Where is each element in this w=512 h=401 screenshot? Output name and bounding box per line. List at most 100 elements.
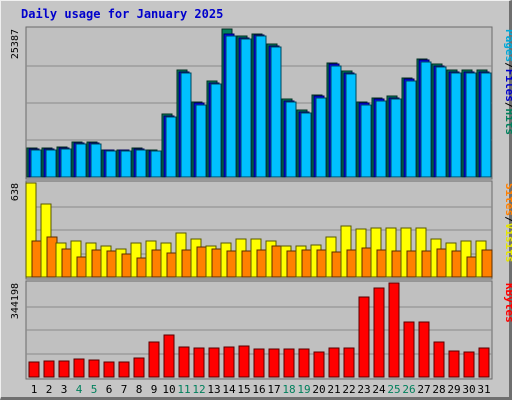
x-tick-label-25: 25	[387, 383, 400, 396]
x-tick-label-10: 10	[162, 383, 175, 396]
bar-pages-day-23	[360, 104, 372, 178]
bar-kbytes-day-5	[88, 359, 100, 378]
bar-pages-day-30	[465, 72, 477, 178]
bar-pages-day-27	[420, 61, 432, 178]
x-tick-label-5: 5	[91, 383, 98, 396]
bar-pages-day-24	[375, 100, 387, 178]
bar-kbytes-day-2	[43, 360, 55, 378]
bar-kbytes-day-22	[343, 347, 355, 378]
x-tick-label-26: 26	[402, 383, 415, 396]
bar-sites-day-31	[481, 249, 493, 278]
bar-pages-day-12	[195, 104, 207, 178]
x-tick-label-1: 1	[31, 383, 38, 396]
bar-kbytes-day-21	[328, 347, 340, 378]
bar-kbytes-day-12	[193, 347, 205, 378]
bar-pages-day-2	[45, 149, 57, 178]
bar-kbytes-day-15	[238, 345, 250, 378]
bar-pages-day-22	[345, 73, 357, 178]
legend-item-visits-sites-2: Visits	[503, 223, 512, 263]
bar-pages-day-29	[450, 72, 462, 178]
bar-pages-day-19	[300, 112, 312, 178]
bar-pages-day-21	[330, 65, 342, 178]
bar-pages-day-25	[390, 98, 402, 178]
x-tick-label-31: 31	[477, 383, 490, 396]
bar-kbytes-day-14	[223, 346, 235, 378]
bar-kbytes-day-28	[433, 341, 445, 378]
max-label-hits-files-pages: 25387	[10, 29, 21, 59]
x-tick-label-21: 21	[327, 383, 340, 396]
bar-kbytes-day-16	[253, 348, 265, 378]
x-tick-label-22: 22	[342, 383, 355, 396]
x-tick-label-4: 4	[76, 383, 83, 396]
bar-pages-day-4	[75, 143, 87, 178]
bar-pages-day-9	[150, 150, 162, 178]
bar-kbytes-day-17	[268, 348, 280, 378]
bar-kbytes-day-7	[118, 361, 130, 378]
bar-kbytes-day-23	[358, 296, 370, 378]
bar-kbytes-day-10	[163, 334, 175, 378]
page-title: Daily usage for January 2025	[21, 7, 224, 21]
bar-kbytes-day-29	[448, 350, 460, 378]
x-tick-label-12: 12	[192, 383, 205, 396]
bar-kbytes-day-1	[28, 361, 40, 378]
x-tick-label-23: 23	[357, 383, 370, 396]
bar-kbytes-day-9	[148, 341, 160, 378]
legend-item-kbytes-0: KBytes	[503, 283, 512, 323]
x-tick-label-24: 24	[372, 383, 386, 396]
bar-pages-day-18	[285, 101, 297, 178]
bar-visits-day-1	[25, 182, 37, 278]
bar-pages-day-16	[255, 35, 267, 178]
bar-pages-day-11	[180, 72, 192, 178]
legend-item-hits-files-pages-0: Pages	[503, 29, 512, 62]
x-tick-label-11: 11	[177, 383, 190, 396]
bar-kbytes-day-13	[208, 347, 220, 378]
bar-pages-day-28	[435, 66, 447, 178]
legend-item-visits-sites-1: /	[503, 216, 512, 223]
x-tick-label-19: 19	[297, 383, 310, 396]
x-tick-label-15: 15	[237, 383, 250, 396]
bar-kbytes-day-20	[313, 351, 325, 378]
legend-item-hits-files-pages-1: /	[503, 62, 512, 69]
x-tick-label-7: 7	[121, 383, 128, 396]
x-tick-label-9: 9	[151, 383, 158, 396]
legend-item-hits-files-pages-3: /	[503, 102, 512, 109]
legend-visits-sites: Sites/Visits	[503, 183, 512, 263]
x-tick-label-2: 2	[46, 383, 53, 396]
bar-pages-day-26	[405, 80, 417, 178]
bar-kbytes-day-11	[178, 346, 190, 378]
bar-pages-day-3	[60, 148, 72, 178]
bar-kbytes-day-30	[463, 351, 475, 378]
max-label-visits-sites: 638	[10, 183, 21, 201]
x-tick-label-18: 18	[282, 383, 295, 396]
bar-pages-day-13	[210, 83, 222, 178]
legend-hits-files-pages: Pages/Files/Hits	[503, 29, 512, 135]
bar-kbytes-day-19	[298, 348, 310, 378]
bar-pages-day-14	[225, 35, 237, 178]
x-tick-label-20: 20	[312, 383, 325, 396]
x-tick-label-30: 30	[462, 383, 475, 396]
legend-item-hits-files-pages-4: Hits	[503, 109, 512, 136]
bar-pages-day-20	[315, 97, 327, 178]
bar-pages-day-8	[135, 149, 147, 178]
bar-pages-day-1	[30, 149, 42, 178]
x-tick-label-3: 3	[61, 383, 68, 396]
bar-pages-day-7	[120, 150, 132, 178]
x-tick-label-6: 6	[106, 383, 113, 396]
bar-pages-day-10	[165, 116, 177, 178]
bar-kbytes-day-31	[478, 347, 490, 378]
bar-pages-day-31	[480, 72, 492, 178]
bar-pages-day-17	[270, 46, 282, 178]
legend-kbytes: KBytes	[503, 283, 512, 323]
x-tick-label-14: 14	[222, 383, 236, 396]
x-tick-label-28: 28	[432, 383, 445, 396]
x-tick-label-17: 17	[267, 383, 280, 396]
bar-kbytes-day-26	[403, 321, 415, 378]
bar-pages-day-15	[240, 38, 252, 178]
bar-kbytes-day-27	[418, 321, 430, 378]
bar-kbytes-day-18	[283, 348, 295, 378]
bar-kbytes-day-24	[373, 287, 385, 378]
x-tick-label-8: 8	[136, 383, 143, 396]
bar-kbytes-day-4	[73, 358, 85, 378]
